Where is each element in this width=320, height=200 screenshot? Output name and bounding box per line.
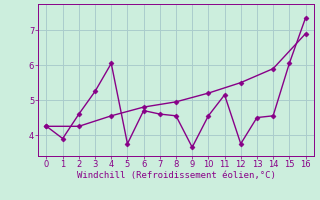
X-axis label: Windchill (Refroidissement éolien,°C): Windchill (Refroidissement éolien,°C) [76,171,276,180]
